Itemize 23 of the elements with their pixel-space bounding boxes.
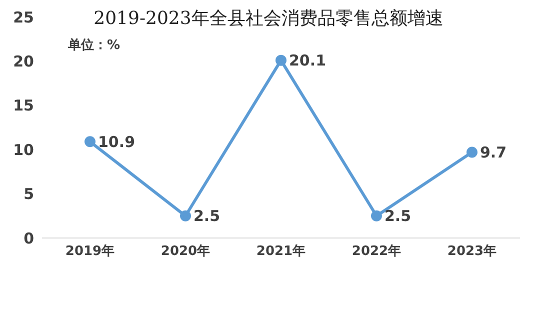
- x-tick-label: 2019年: [65, 244, 115, 260]
- chart-title: 2019-2023年全县社会消费品零售总额增速: [94, 8, 444, 29]
- data-label: 9.7: [480, 144, 507, 162]
- x-tick-label: 2020年: [160, 244, 210, 260]
- point: [276, 54, 286, 66]
- y-tick-label: 25: [13, 8, 34, 26]
- data-label: 2.5: [384, 207, 412, 226]
- data-label: 20.1: [289, 52, 326, 70]
- point: [180, 210, 191, 222]
- data-label: 2.5: [194, 207, 220, 226]
- y-tick-label: 10: [13, 140, 34, 159]
- point: [466, 146, 478, 158]
- y-tick-label: 20: [13, 52, 34, 71]
- y-tick-label: 0: [24, 229, 34, 248]
- point: [371, 210, 382, 222]
- x-tick-label: 2021年: [256, 244, 306, 260]
- x-tick-label: 2023年: [447, 244, 497, 260]
- point: [84, 136, 96, 148]
- y-tick-label: 15: [13, 96, 34, 115]
- data-label: 10.9: [98, 132, 136, 151]
- y-tick-label: 5: [24, 185, 34, 204]
- annotation: 单位：%: [68, 37, 120, 54]
- x-tick-label: 2022年: [352, 244, 402, 260]
